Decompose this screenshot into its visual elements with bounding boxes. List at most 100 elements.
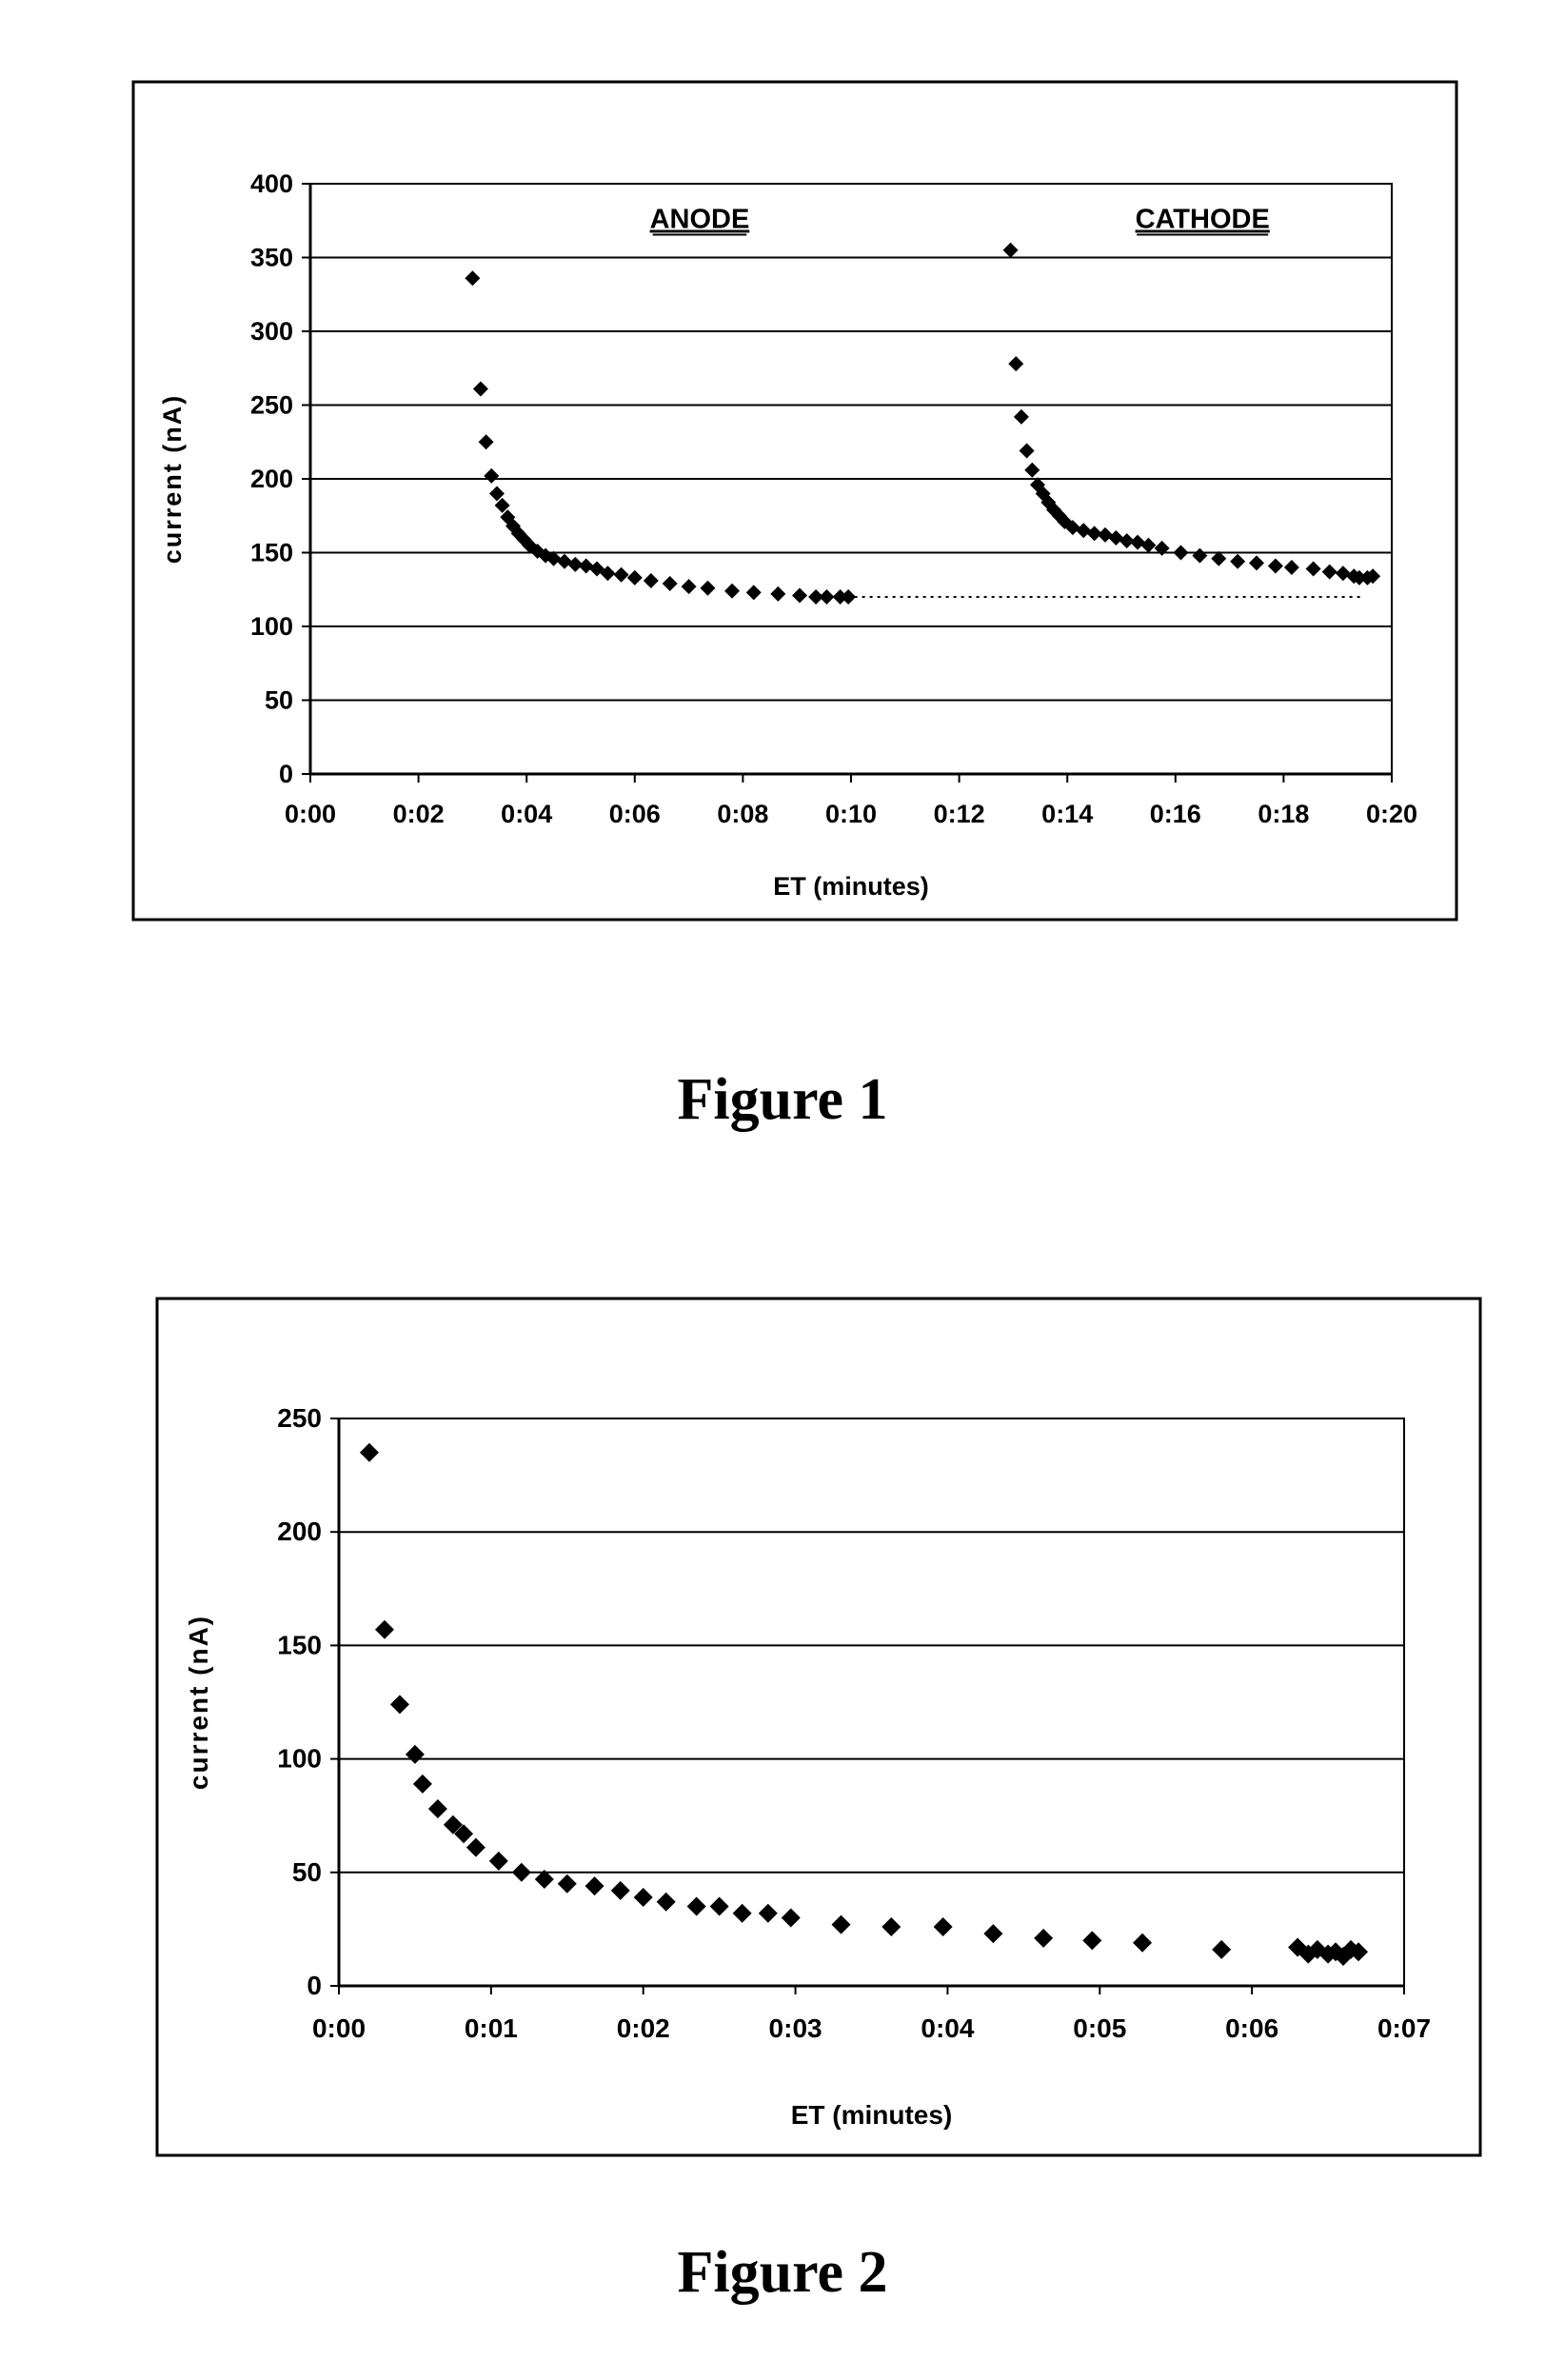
fig1-x-axis-label: ET (minutes) — [773, 872, 929, 901]
fig1-x-tick-label: 0:10 — [825, 800, 877, 828]
fig2-x-tick-label: 0:00 — [312, 2013, 366, 2043]
fig1-series0-point — [724, 584, 740, 599]
fig2-series0-point — [512, 1863, 531, 1882]
fig1-x-tick-label: 0:20 — [1366, 800, 1417, 828]
fig1-series0-point — [819, 589, 834, 605]
fig1-x-tick-label: 0:12 — [934, 800, 985, 828]
fig2-y-tick-label: 200 — [277, 1517, 322, 1546]
fig2-y-axis-label: current (nA) — [184, 1615, 213, 1790]
fig1-series1-point — [1108, 530, 1123, 545]
fig1-series1-point — [1008, 356, 1023, 371]
fig1-y-tick-label: 50 — [265, 686, 293, 715]
fig1-series1-point — [1098, 527, 1113, 543]
fig2-series0-point — [934, 1917, 953, 1936]
fig1-series0-point — [792, 587, 807, 603]
fig1-series0-point — [644, 573, 659, 588]
fig2-x-tick-label: 0:01 — [465, 2013, 518, 2043]
fig1-y-tick-label: 250 — [250, 391, 293, 420]
fig1-series1-point — [1322, 565, 1337, 580]
fig1-y-tick-label: 350 — [250, 244, 293, 272]
fig1-series0-point — [746, 585, 762, 600]
fig1-series0-point — [682, 579, 697, 594]
fig2-series0-point — [1034, 1929, 1053, 1948]
fig1-annotation-cathode: CATHODE — [1136, 205, 1270, 235]
fig2-series0-point — [466, 1838, 485, 1857]
fig1-series1-point — [1230, 554, 1245, 569]
fig2-series0-point — [657, 1893, 676, 1912]
fig2-series0-point — [1212, 1940, 1231, 1959]
fig2-series0-point — [1133, 1934, 1152, 1953]
fig1-x-tick-label: 0:08 — [717, 800, 768, 828]
fig2-series0-point — [390, 1695, 409, 1714]
fig2-x-tick-label: 0:03 — [769, 2013, 822, 2043]
fig1-y-axis-label: current (nA) — [158, 394, 187, 565]
fig1-series1-point — [1192, 548, 1207, 564]
fig1-series1-point — [1249, 555, 1264, 570]
fig1-series1-point — [1014, 409, 1029, 425]
fig2-y-tick-label: 250 — [277, 1403, 322, 1433]
fig1-series0-point — [473, 381, 488, 396]
fig2-series0-point — [983, 1924, 1002, 1943]
fig1-y-tick-label: 150 — [250, 539, 293, 567]
fig1-series1-point — [1130, 535, 1145, 550]
fig2-x-tick-label: 0:04 — [921, 2013, 974, 2043]
fig1-y-tick-label: 100 — [250, 612, 293, 641]
fig1-series0-point — [663, 576, 678, 591]
figure-1-chart: 0501001502002503003504000:000:020:040:06… — [158, 169, 1417, 901]
fig1-annotation-anode: ANODE — [650, 205, 750, 235]
fig1-x-tick-label: 0:04 — [501, 800, 552, 828]
fig1-series0-point — [465, 270, 480, 286]
fig1-series0-point — [627, 570, 643, 585]
fig2-series0-point — [1082, 1931, 1101, 1950]
fig2-series0-point — [611, 1881, 630, 1900]
fig2-series0-point — [406, 1745, 425, 1764]
fig1-series1-point — [1173, 545, 1188, 561]
fig1-series0-point — [700, 581, 715, 596]
fig2-series0-point — [413, 1775, 432, 1794]
fig2-y-tick-label: 0 — [307, 1971, 322, 2000]
fig1-x-tick-label: 0:14 — [1041, 800, 1093, 828]
fig1-series0-point — [614, 567, 629, 583]
fig1-series1-point — [1306, 562, 1321, 577]
fig2-series0-point — [634, 1888, 653, 1907]
fig2-series0-point — [759, 1904, 778, 1923]
fig2-series0-point — [687, 1897, 706, 1916]
fig2-x-tick-label: 0:06 — [1225, 2013, 1278, 2043]
fig2-y-tick-label: 150 — [277, 1630, 322, 1659]
fig1-y-tick-label: 200 — [250, 465, 293, 493]
fig2-series0-point — [710, 1897, 729, 1916]
fig2-x-tick-label: 0:07 — [1377, 2013, 1431, 2043]
fig1-series0-point — [841, 589, 856, 605]
fig1-x-tick-label: 0:00 — [285, 800, 336, 828]
fig1-series0-point — [770, 586, 785, 602]
fig2-x-tick-label: 0:05 — [1073, 2013, 1126, 2043]
fig1-x-tick-label: 0:16 — [1150, 800, 1201, 828]
figure-2-caption: Figure 2 — [0, 2239, 1565, 2307]
fig1-series1-point — [1076, 523, 1091, 538]
fig1-series0-point — [479, 434, 494, 449]
fig1-y-tick-label: 0 — [279, 760, 293, 788]
fig1-series1-point — [1024, 463, 1040, 478]
fig2-series0-point — [558, 1874, 577, 1894]
fig2-series0-point — [489, 1852, 508, 1871]
fig1-series1-point — [1268, 558, 1283, 573]
fig1-series1-point — [1020, 444, 1035, 459]
fig2-x-axis-label: ET (minutes) — [791, 2100, 953, 2130]
fig2-series0-point — [733, 1904, 752, 1923]
fig2-y-tick-label: 100 — [277, 1744, 322, 1774]
fig1-x-tick-label: 0:18 — [1258, 800, 1309, 828]
fig1-series0-point — [557, 554, 572, 569]
fig1-series1-point — [1140, 538, 1156, 553]
fig1-series1-point — [1284, 560, 1299, 575]
fig1-series1-point — [1003, 243, 1019, 258]
fig2-series0-point — [585, 1876, 604, 1895]
fig2-series0-point — [375, 1620, 394, 1639]
fig2-plot-area — [339, 1418, 1404, 1986]
fig2-series0-point — [782, 1908, 801, 1927]
fig2-series0-point — [428, 1799, 447, 1818]
fig1-y-tick-label: 300 — [250, 317, 293, 346]
fig2-series0-point — [882, 1917, 901, 1936]
fig2-series0-point — [360, 1443, 379, 1462]
fig1-series0-point — [579, 558, 594, 573]
